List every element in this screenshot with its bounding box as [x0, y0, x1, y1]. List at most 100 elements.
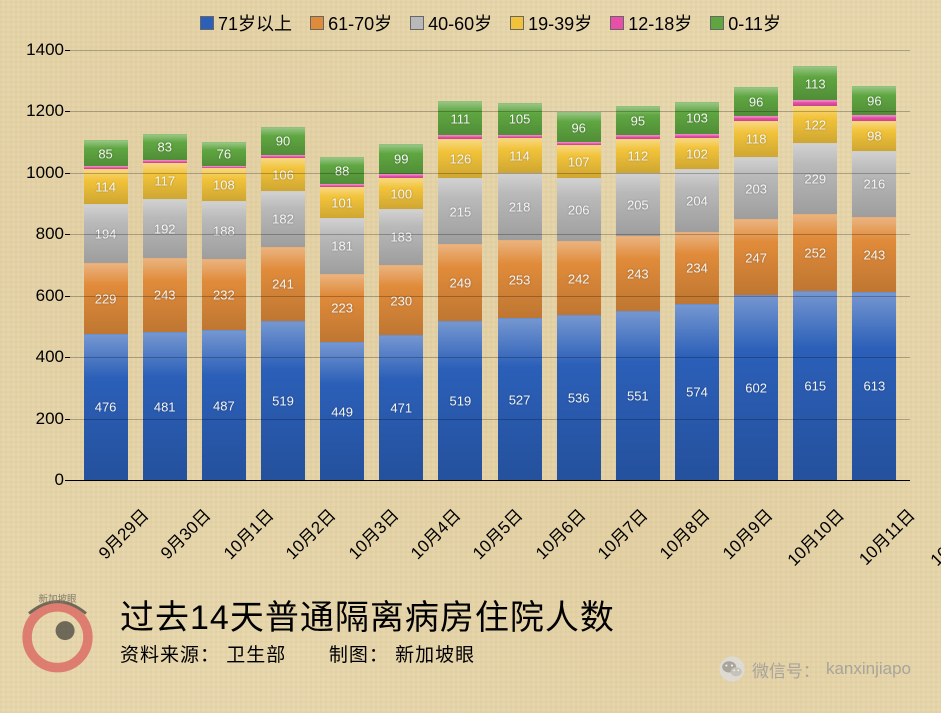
- bar-segment: 99: [379, 144, 423, 174]
- bar-stack: 55124320511295: [616, 106, 660, 480]
- x-axis-labels: 9月29日9月30日10月1日10月2日10月3日10月4日10月5日10月6日…: [70, 485, 910, 510]
- bar-value-label: 117: [154, 174, 175, 189]
- bar-segment: 103: [675, 102, 719, 134]
- bar-value-label: 118: [746, 132, 767, 147]
- legend: 71岁以上61-70岁40-60岁19-39岁12-18岁0-11岁: [100, 10, 881, 36]
- bar-segment: 76: [202, 142, 246, 165]
- bar-segment: [793, 100, 837, 106]
- legend-swatch: [510, 16, 524, 30]
- bar-segment: 551: [616, 311, 660, 480]
- legend-item: 40-60岁: [410, 10, 492, 36]
- bars-container: 4762291941148548124319211783487232188108…: [70, 50, 910, 480]
- bar-value-label: 99: [394, 152, 408, 167]
- logo-watermark: 新加坡眼: [10, 585, 105, 680]
- bar-value-label: 519: [272, 393, 294, 408]
- bar-segment: 243: [616, 236, 660, 311]
- bar-value-label: 76: [217, 147, 231, 162]
- bar-value-label: 229: [95, 292, 117, 307]
- bar-stack: 48124319211783: [143, 134, 187, 480]
- bar-value-label: 108: [213, 178, 235, 193]
- bar-value-label: 615: [804, 379, 826, 394]
- legend-label: 12-18岁: [628, 10, 692, 36]
- bar-value-label: 247: [745, 250, 767, 265]
- bar-value-label: 527: [509, 392, 531, 407]
- bar-segment: 206: [557, 178, 601, 241]
- legend-label: 40-60岁: [428, 10, 492, 36]
- bar-stack: 574234204102103: [675, 102, 719, 480]
- bar-segment: 223: [320, 274, 364, 342]
- bar-stack: 527253218114105: [498, 103, 542, 480]
- bar-segment: [557, 142, 601, 145]
- maker-label: 制图：: [329, 645, 389, 666]
- bar-segment: [734, 116, 778, 121]
- bar-value-label: 96: [867, 94, 881, 109]
- bar-value-label: 241: [272, 277, 294, 292]
- bar-value-label: 203: [745, 181, 767, 196]
- wechat-id: kanxinjiapo: [826, 659, 911, 679]
- bar-value-label: 100: [390, 186, 412, 201]
- x-tick-label: 10月4日: [388, 485, 450, 510]
- bar-value-label: 126: [450, 152, 472, 167]
- wechat-label: 微信号：: [752, 657, 820, 682]
- gridline: [70, 296, 910, 297]
- x-tick-label: 9月29日: [76, 485, 138, 510]
- x-tick-label: 9月30日: [138, 485, 200, 510]
- legend-item: 61-70岁: [310, 10, 392, 36]
- bar-segment: 218: [498, 173, 542, 240]
- legend-item: 19-39岁: [510, 10, 592, 36]
- y-axis: 0200400600800100012001400: [30, 50, 70, 480]
- legend-swatch: [410, 16, 424, 30]
- legend-item: 12-18岁: [610, 10, 692, 36]
- chart-subtitle: 资料来源： 卫生部 制图： 新加坡眼: [120, 640, 475, 667]
- bar-segment: 476: [84, 334, 128, 480]
- bar-value-label: 536: [568, 391, 590, 406]
- bar-value-label: 98: [867, 129, 881, 144]
- x-tick-label: 10月10日: [762, 485, 834, 510]
- bar-segment: 182: [261, 191, 305, 247]
- bar-value-label: 205: [627, 198, 649, 213]
- bar-column: 51924118210690: [253, 127, 312, 480]
- bar-segment: 249: [438, 244, 482, 320]
- bar-segment: 117: [143, 163, 187, 199]
- bar-column: 60224720311896: [727, 87, 786, 480]
- bar-value-label: 449: [331, 404, 353, 419]
- bar-column: 47622919411485: [76, 140, 135, 480]
- source-value: 卫生部: [226, 645, 286, 666]
- bar-value-label: 249: [450, 275, 472, 290]
- bar-value-label: 206: [568, 202, 590, 217]
- bar-segment: [84, 166, 128, 168]
- bar-value-label: 243: [864, 247, 886, 262]
- legend-label: 71岁以上: [218, 10, 292, 36]
- gridline: [70, 50, 910, 51]
- x-tick-label: 10月3日: [326, 485, 388, 510]
- bar-value-label: 204: [686, 194, 708, 209]
- bar-segment: 527: [498, 318, 542, 480]
- bar-column: 527253218114105: [490, 103, 549, 480]
- y-tick-label: 400: [36, 347, 64, 367]
- bar-segment: [320, 184, 364, 187]
- bar-value-label: 111: [451, 111, 471, 126]
- bar-segment: 188: [202, 201, 246, 259]
- bar-segment: 192: [143, 199, 187, 258]
- bar-segment: 96: [557, 112, 601, 141]
- bar-segment: 229: [84, 263, 128, 333]
- bar-value-label: 183: [390, 230, 412, 245]
- bar-segment: 519: [261, 321, 305, 480]
- bar-value-label: 182: [272, 212, 294, 227]
- bar-value-label: 243: [627, 266, 649, 281]
- bar-value-label: 83: [157, 140, 171, 155]
- gridline: [70, 173, 910, 174]
- bar-segment: 118: [734, 121, 778, 157]
- legend-label: 61-70岁: [328, 10, 392, 36]
- bar-value-label: 103: [686, 111, 708, 126]
- bar-column: 48723218810876: [194, 142, 253, 480]
- bar-column: 574234204102103: [667, 102, 726, 480]
- bar-value-label: 113: [805, 76, 826, 91]
- bar-segment: [438, 135, 482, 139]
- bar-segment: 242: [557, 241, 601, 315]
- bar-value-label: 106: [272, 167, 294, 182]
- bar-segment: 613: [852, 292, 896, 480]
- bar-value-label: 253: [509, 272, 531, 287]
- bar-stack: 47622919411485: [84, 140, 128, 480]
- bar-value-label: 85: [98, 146, 112, 161]
